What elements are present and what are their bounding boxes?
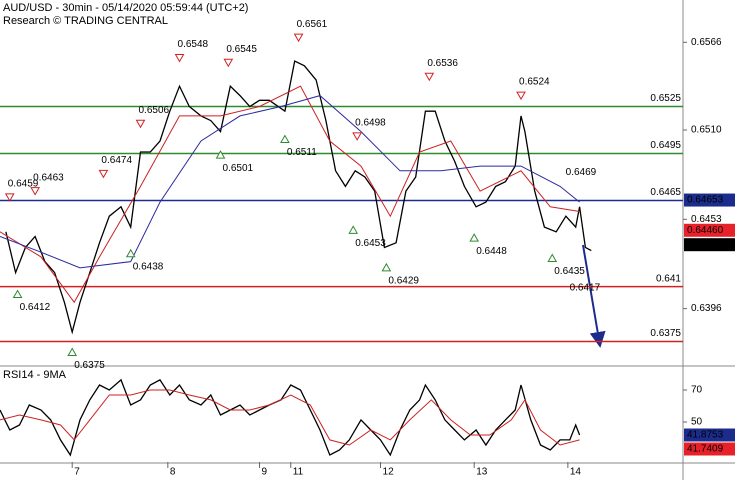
annotation-label: 0.6412 [20,302,51,313]
sell-marker [516,91,526,101]
sell-marker [98,169,109,179]
sell-marker [424,72,435,82]
buy-marker [215,150,226,159]
y-tick-label: 0.6453 [691,214,722,225]
buy-marker [125,248,136,258]
annotation-label: 0.6417 [570,282,601,293]
price-box [684,428,735,442]
annotation-label: 0.6448 [476,246,507,257]
sell-marker [293,33,304,43]
x-tick-label: 8 [170,467,176,478]
y-tick-label: 70 [691,385,703,396]
x-tick-label: 9 [262,467,268,478]
annotation-label: 0.6474 [101,155,132,166]
price-box-label: 41.7409 [687,444,724,455]
plot-area: 0.6525 0.6495 0.6465 0.641 0.6375 [0,60,683,343]
buy-marker [12,289,23,299]
level-label: 0.6375 [650,328,681,339]
level-label: 0.6465 [650,187,681,198]
buy-marker [469,233,480,242]
annotation-label: 0.6536 [427,58,458,69]
annotation-label: 0.6453 [355,238,386,249]
x-tick-label: 11 [293,467,304,478]
price-box-label: 0.64368 [687,239,724,250]
price-box-label: 0.64460 [687,225,724,236]
annotation-label: 0.6469 [566,167,597,178]
sell-marker [223,58,234,68]
series-line [0,378,581,457]
price-box [684,442,735,456]
sell-marker [352,132,362,141]
y-tick-label: 0.6510 [691,125,722,136]
series-line [0,95,580,269]
sell-marker [30,187,40,196]
plot-area [0,378,581,457]
x-tick-label: 13 [476,467,488,478]
x-tick-label: 14 [570,467,582,478]
level-label: 0.6495 [650,140,681,151]
annotation-label: 0.6438 [133,261,164,272]
annotation-label: 0.6561 [297,19,328,30]
buy-marker [381,262,392,272]
buy-marker [348,225,359,234]
sell-marker [135,119,146,129]
buy-marker [547,253,558,263]
sell-marker [174,53,185,63]
price-box-label: 41.8753 [687,430,724,441]
y-tick-label: 0.6396 [691,303,722,314]
annotation-label: 0.6506 [139,105,170,116]
annotation-label: 0.6524 [519,77,550,88]
annotation-label: 0.6429 [388,276,419,287]
buy-marker [67,347,78,357]
sell-marker [4,193,15,202]
annotation-label: 0.6435 [554,266,585,277]
annotation-label: 0.6498 [355,117,386,128]
buy-marker [280,134,290,143]
level-label: 0.641 [656,273,681,284]
price-box-label: 0.64653 [687,195,724,206]
series-line [0,389,580,446]
price-box [684,238,735,252]
annotation-label: 0.6545 [226,44,257,55]
chart-subtitle: Research © TRADING CENTRAL [3,15,168,27]
rsi-title: RSI14 - 9MA [3,369,67,381]
price-box [684,193,735,207]
annotation-label: 0.6501 [223,163,254,174]
annotation-label: 0.6548 [178,39,209,50]
annotation-label: 0.6511 [287,147,317,158]
series-line [5,60,592,335]
annotation-label: 0.6463 [33,172,64,183]
annotation-label: 0.6375 [74,360,105,371]
level-label: 0.6525 [650,93,681,104]
chart-title: AUD/USD - 30min - 05/14/2020 05:59:44 (U… [3,2,248,14]
series-line [0,85,580,304]
x-tick-label: 12 [383,467,395,478]
y-tick-label: 0.6566 [691,37,722,48]
price-box [684,223,735,237]
projection-arrow [582,244,606,348]
annotation-label: 0.6459 [8,179,39,190]
x-tick-label: 7 [74,467,80,478]
y-tick-label: 50 [691,417,703,428]
